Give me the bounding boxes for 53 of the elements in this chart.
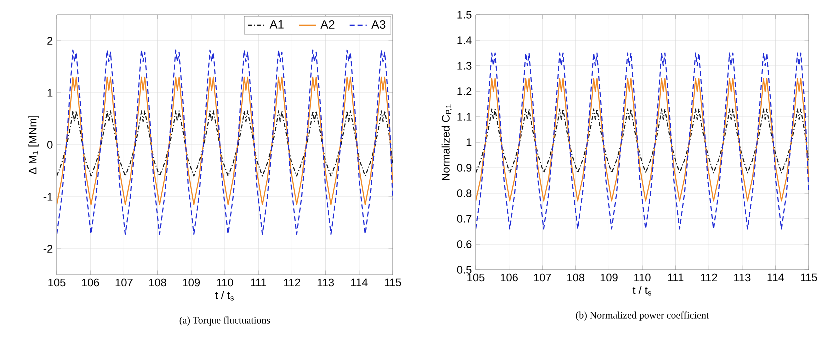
y-tick-label: 1.1 bbox=[458, 113, 472, 121]
y-tick-label: 1.2 bbox=[458, 88, 472, 96]
y-tick-label: 0.8 bbox=[457, 190, 472, 198]
y-tick-label: 1.3 bbox=[458, 62, 472, 70]
y-tick-label: 1 bbox=[48, 89, 53, 97]
x-tick-label: 105 bbox=[48, 278, 66, 287]
y-tick-label: 2 bbox=[48, 37, 53, 45]
x-tick-label: 110 bbox=[217, 278, 234, 287]
y-tick-label: -1 bbox=[44, 193, 53, 201]
line-series bbox=[57, 110, 394, 177]
x-axis-title: t / t$_{s}$ bbox=[215, 291, 234, 301]
x-tick-label: 113 bbox=[318, 278, 334, 287]
x-tick-label: 107 bbox=[116, 278, 133, 287]
line-series bbox=[476, 108, 810, 174]
y-tick-label: -2 bbox=[44, 245, 53, 253]
y-axis-title: Normalized C$_{P,1}$ bbox=[442, 104, 452, 180]
x-tick-label: 115 bbox=[385, 278, 402, 286]
x-tick-label: 110 bbox=[634, 274, 651, 282]
x-axis-title: t / t$_{s}$ bbox=[632, 286, 652, 296]
legend-label: A2 bbox=[320, 20, 335, 29]
x-tick-label: 106 bbox=[82, 278, 100, 287]
text: (a) Torque fluctuations bbox=[180, 316, 270, 326]
x-tick-label: 111 bbox=[668, 274, 684, 282]
line-series bbox=[476, 78, 810, 202]
legend-label: A1 bbox=[270, 20, 284, 29]
y-tick-label: 0.5 bbox=[457, 266, 472, 274]
x-tick-label: 112 bbox=[701, 274, 718, 282]
y-tick-label: 0.6 bbox=[457, 240, 472, 248]
y-tick-label: 0.9 bbox=[457, 164, 472, 172]
x-tick-label: 113 bbox=[734, 274, 751, 282]
y-tick-label: 0 bbox=[47, 141, 53, 149]
x-tick-label: 109 bbox=[183, 278, 200, 287]
y-tick-label: 1.5 bbox=[458, 11, 472, 19]
line-series bbox=[57, 50, 394, 235]
x-tick-label: 114 bbox=[768, 274, 784, 282]
y-tick-label: 0.7 bbox=[457, 215, 472, 223]
x-tick-label: 114 bbox=[352, 278, 368, 286]
x-tick-label: 108 bbox=[149, 278, 166, 287]
x-tick-label: 107 bbox=[534, 274, 552, 282]
line-series bbox=[57, 76, 394, 206]
line-series bbox=[476, 52, 810, 230]
text: (b) Normalized power coefficient bbox=[576, 312, 710, 321]
x-tick-label: 106 bbox=[500, 274, 518, 282]
x-tick-label: 108 bbox=[568, 274, 585, 282]
x-tick-label: 105 bbox=[468, 274, 485, 282]
x-tick-label: 109 bbox=[600, 274, 618, 282]
y-tick-label: 1 bbox=[466, 138, 472, 146]
x-tick-label: 115 bbox=[801, 274, 818, 282]
x-tick-label: 112 bbox=[284, 278, 300, 287]
legend-label: A3 bbox=[372, 20, 386, 29]
y-axis-title: Δ M$_{1}$ [MNm] bbox=[28, 116, 39, 174]
y-tick-label: 1.4 bbox=[458, 36, 472, 44]
x-tick-label: 111 bbox=[251, 278, 266, 286]
